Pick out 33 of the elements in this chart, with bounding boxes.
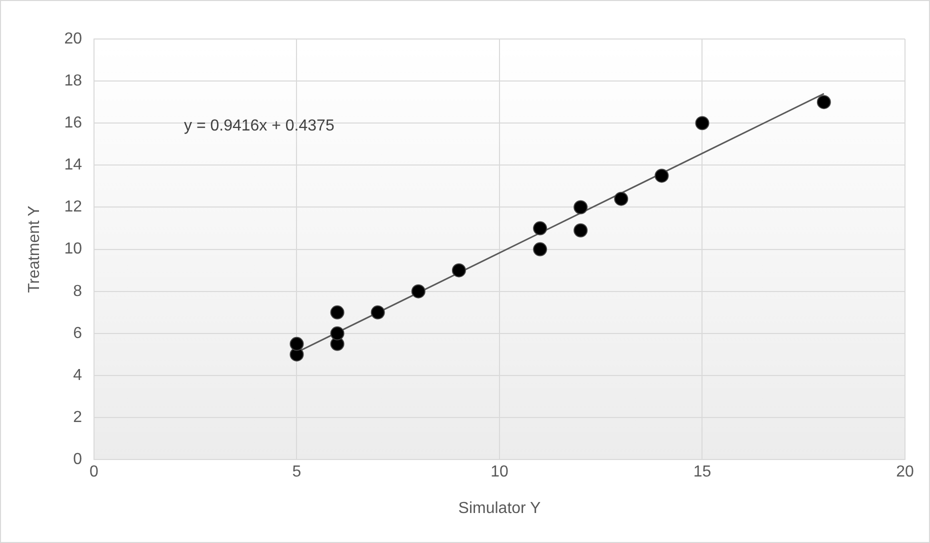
point — [574, 200, 588, 214]
y-tick-label: 2 — [73, 408, 82, 426]
point — [370, 305, 385, 320]
point — [695, 116, 710, 130]
annotation: y = 0.9416x + 0.4375 — [184, 117, 334, 134]
x-tick-label: 5 — [292, 464, 302, 481]
point — [614, 192, 628, 206]
point — [533, 242, 548, 256]
x-tick-label: 10 — [490, 464, 508, 481]
y-axis-title: Treatment Y — [26, 205, 44, 293]
y-tick-label: 0 — [73, 451, 82, 468]
y-tick-label: 6 — [73, 324, 82, 342]
point — [330, 326, 344, 340]
point — [330, 305, 344, 320]
point — [290, 336, 304, 351]
x-tick-label: 15 — [693, 464, 712, 481]
y-tick-label: 20 — [64, 30, 82, 48]
y-tick-label: 14 — [64, 156, 82, 174]
point — [452, 263, 466, 278]
point — [816, 95, 831, 110]
point — [411, 284, 426, 298]
point — [654, 168, 669, 183]
point — [533, 221, 548, 236]
y-tick-label: 18 — [64, 72, 82, 90]
y-tick-label: 4 — [73, 366, 82, 384]
point — [574, 223, 588, 238]
x-tick-label: 20 — [896, 464, 914, 481]
x-tick-label: 0 — [90, 464, 99, 481]
y-tick-label: 12 — [64, 198, 82, 216]
x-axis-title: Simulator Y — [458, 500, 542, 517]
y-tick-label: 16 — [64, 114, 82, 132]
y-tick-label: 8 — [73, 282, 82, 300]
y-tick-label: 10 — [64, 240, 82, 258]
